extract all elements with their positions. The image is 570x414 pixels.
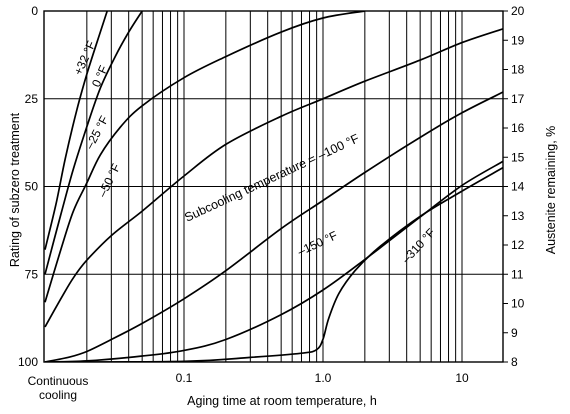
x-tick-label: 0.1 xyxy=(176,371,193,385)
series-line-1 xyxy=(44,11,143,275)
plot-frame xyxy=(43,10,504,363)
x-tick-label: 10 xyxy=(455,371,469,385)
y2-tick-label: 11 xyxy=(511,267,524,281)
x-origin-label-line2: cooling xyxy=(39,388,77,402)
y2-tick-label: 18 xyxy=(511,63,525,77)
y2-tick-label: 14 xyxy=(511,180,525,194)
y2-tick-label: 8 xyxy=(511,355,518,369)
y2-tick-label: 15 xyxy=(511,150,525,164)
x-origin-label-line1: Continuous xyxy=(28,374,89,388)
series-line-3 xyxy=(44,27,503,328)
y-tick-label: 75 xyxy=(25,267,39,281)
curve-labels: +32 °F 0 °F –25 °F –50 °F Subcooling tem… xyxy=(71,39,438,266)
series-line-4 xyxy=(44,91,503,362)
x-axis-title: Aging time at room temperature, h xyxy=(187,394,377,408)
curve-label-minus100: Subcooling temperature = –100 °F xyxy=(182,131,361,225)
series-line-5 xyxy=(44,160,503,362)
series-line-6 xyxy=(44,166,503,362)
y-tick-label: 25 xyxy=(25,92,39,106)
y2-tick-label: 16 xyxy=(511,121,525,135)
y2-axis-title: Austenite remaining, % xyxy=(544,126,558,255)
grid xyxy=(44,11,503,362)
curve-label-minus310: –310 °F xyxy=(399,226,438,266)
curves xyxy=(44,11,503,362)
y2-tick-label: 10 xyxy=(511,297,525,311)
y-tick-label: 100 xyxy=(18,355,38,369)
y2-tick-label: 12 xyxy=(511,238,525,252)
curve-label-minus50: –50 °F xyxy=(95,161,123,199)
y-axis-title: Rating of subzero treatment xyxy=(8,112,22,267)
y-tick-label: 50 xyxy=(25,180,39,194)
y2-tick-label: 13 xyxy=(511,209,525,223)
y2-tick-label: 9 xyxy=(511,326,518,340)
series-line-2 xyxy=(44,11,365,303)
ticks: 0 25 50 75 100 8 9 10 11 12 13 14 15 16 17 18 19 20 0.1 1.0… xyxy=(18,4,525,385)
y2-tick-label: 20 xyxy=(511,4,525,18)
curve-label-0: 0 °F xyxy=(89,63,111,89)
x-tick-label: 1.0 xyxy=(315,371,332,385)
y2-tick-label: 19 xyxy=(511,33,525,47)
curve-label-minus150: –150 °F xyxy=(295,228,339,259)
y-tick-label: 0 xyxy=(31,4,38,18)
series-line-0 xyxy=(44,11,109,250)
y2-tick-label: 17 xyxy=(511,92,525,106)
